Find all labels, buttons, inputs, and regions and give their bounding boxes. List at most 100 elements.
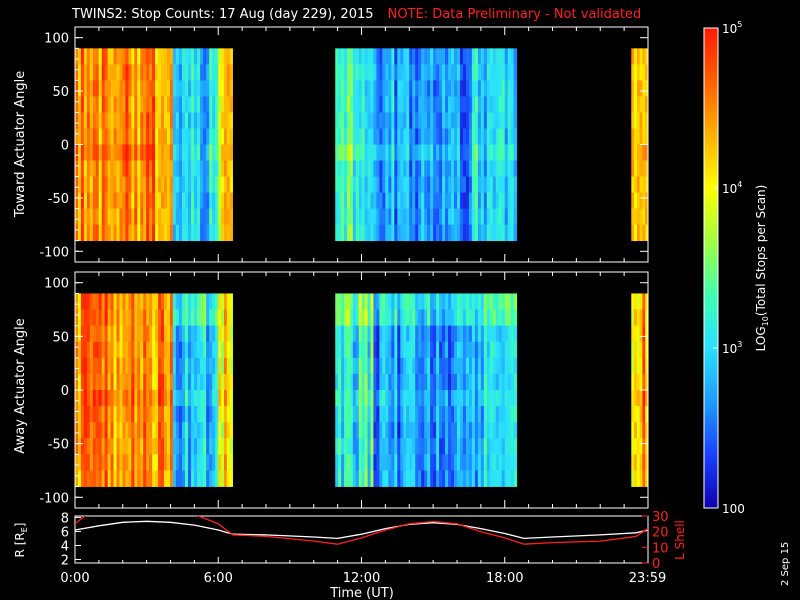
- heatmap-cell: [344, 438, 348, 455]
- heatmap-cell: [206, 470, 210, 487]
- heatmap-cell: [421, 325, 425, 343]
- heatmap-cell: [107, 112, 111, 129]
- heatmap-cell: [495, 357, 500, 375]
- heatmap-cell: [184, 224, 189, 242]
- heatmap-cell: [197, 176, 201, 193]
- heatmap-cell: [459, 373, 464, 391]
- heatmap-cell: [477, 208, 482, 226]
- heatmap-cell: [513, 406, 518, 423]
- heatmap-cell: [346, 80, 351, 97]
- heatmap-cell: [468, 128, 473, 145]
- heatmap-cell: [335, 422, 339, 439]
- heatmap-cell: [80, 48, 85, 65]
- heatmap-cell: [451, 80, 455, 97]
- y-tick-label-left: 6: [61, 525, 69, 540]
- heatmap-cell: [335, 325, 339, 343]
- heatmap-cell: [480, 80, 485, 97]
- heatmap-cell: [125, 112, 129, 129]
- heatmap-cell: [355, 325, 360, 343]
- heatmap-cell: [75, 309, 79, 327]
- heatmap-cell: [131, 293, 135, 310]
- heatmap-cell: [430, 341, 434, 359]
- heatmap-cell: [397, 341, 401, 359]
- heatmap-cell: [645, 80, 649, 97]
- heatmap-cell: [382, 224, 386, 242]
- heatmap-cell: [385, 325, 389, 343]
- heatmap-cell: [427, 309, 431, 327]
- heatmap-cell: [137, 373, 141, 391]
- heatmap-cell: [346, 48, 351, 65]
- heatmap-cell: [382, 309, 386, 327]
- heatmap-cell: [370, 438, 374, 455]
- heatmap-cell: [439, 224, 443, 242]
- heatmap-cell: [433, 96, 437, 113]
- heatmap-cell: [358, 357, 363, 375]
- y-tick-label-right: 0: [652, 557, 660, 572]
- heatmap-cell: [373, 96, 377, 113]
- heatmap-cell: [218, 309, 222, 327]
- heatmap-cell: [642, 128, 646, 145]
- heatmap-cell: [468, 422, 473, 439]
- heatmap-cell: [427, 293, 431, 310]
- heatmap-cell: [131, 176, 135, 193]
- heatmap-cell: [131, 144, 135, 161]
- heatmap-cell: [152, 96, 156, 113]
- heatmap-cell: [445, 422, 449, 439]
- heatmap-cell: [218, 160, 222, 177]
- heatmap-cell: [341, 48, 345, 65]
- heatmap-cell: [178, 454, 183, 471]
- heatmap-cell: [128, 192, 132, 209]
- heatmap-cell: [116, 406, 120, 423]
- heatmap-cell: [379, 224, 383, 242]
- heatmap-cell: [134, 341, 138, 359]
- heatmap-cell: [367, 422, 371, 439]
- heatmap-cell: [98, 160, 103, 177]
- heatmap-cell: [101, 192, 106, 209]
- heatmap-cell: [406, 454, 410, 471]
- heatmap-cell: [507, 144, 512, 161]
- heatmap-cell: [341, 406, 345, 423]
- heatmap-cell: [172, 373, 177, 391]
- heatmap-cell: [507, 341, 512, 359]
- heatmap-cell: [412, 406, 416, 423]
- heatmap-cell: [200, 144, 204, 161]
- heatmap-cell: [388, 208, 392, 226]
- heatmap-cell: [149, 176, 153, 193]
- heatmap-cell: [77, 341, 82, 359]
- heatmap-cell: [352, 325, 357, 343]
- heatmap-cell: [158, 64, 162, 81]
- heatmap-cell: [468, 208, 473, 226]
- heatmap-cell: [163, 341, 168, 359]
- heatmap-cell: [113, 422, 117, 439]
- heatmap-cell: [191, 309, 195, 327]
- heatmap-cell: [197, 373, 201, 391]
- heatmap-cell: [513, 112, 518, 129]
- heatmap-cell: [128, 144, 132, 161]
- heatmap-cell: [358, 470, 363, 487]
- heatmap-cell: [477, 309, 482, 327]
- heatmap-cell: [492, 470, 497, 487]
- heatmap-cell: [462, 454, 467, 471]
- heatmap-cell: [175, 325, 180, 343]
- heatmap-cell: [642, 64, 646, 81]
- heatmap-cell: [489, 293, 494, 310]
- heatmap-cell: [355, 438, 360, 455]
- heatmap-cell: [501, 373, 506, 391]
- heatmap-cell: [468, 373, 473, 391]
- heatmap-cell: [442, 470, 446, 487]
- heatmap-cell: [430, 160, 434, 177]
- heatmap-cell: [480, 293, 485, 310]
- heatmap-cell: [498, 325, 503, 343]
- heatmap-cell: [355, 422, 360, 439]
- heatmap-cell: [462, 293, 467, 310]
- heatmap-cell: [451, 341, 455, 359]
- heatmap-cell: [191, 224, 195, 242]
- heatmap-cell: [427, 192, 431, 209]
- heatmap-cell: [212, 293, 216, 310]
- heatmap-cell: [197, 325, 201, 343]
- heatmap-cell: [403, 112, 407, 129]
- heatmap-cell: [409, 144, 413, 161]
- y-tick-label: 0: [61, 384, 69, 399]
- heatmap-cell: [394, 438, 398, 455]
